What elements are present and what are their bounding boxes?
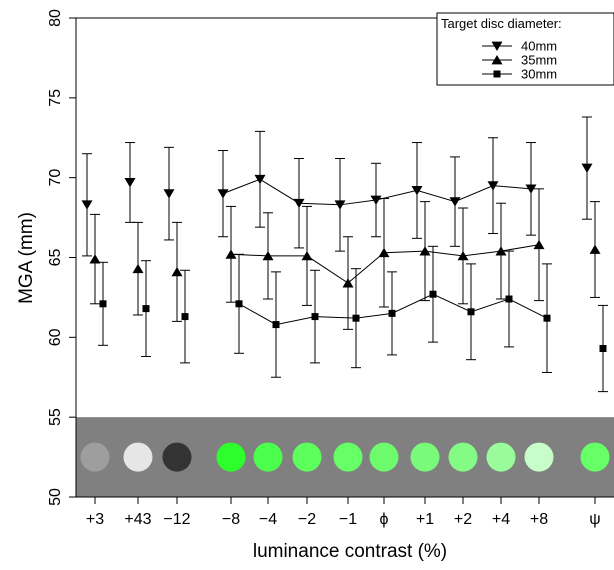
data-point xyxy=(142,305,150,313)
data-point xyxy=(217,189,229,199)
x-tick-label: −12 xyxy=(163,511,190,528)
data-point xyxy=(525,184,537,194)
stimulus-disc xyxy=(410,442,440,472)
data-point xyxy=(342,278,354,288)
data-point xyxy=(449,197,461,207)
data-point xyxy=(99,300,107,308)
data-point xyxy=(429,290,437,298)
data-point xyxy=(163,189,175,199)
x-tick-label: +1 xyxy=(416,511,434,528)
x-tick-label: +3 xyxy=(86,511,104,528)
data-point xyxy=(419,246,431,256)
data-point xyxy=(533,239,545,250)
stimulus-disc xyxy=(123,442,153,472)
data-point xyxy=(467,308,475,316)
data-point xyxy=(293,198,305,209)
y-tick-label: 75 xyxy=(47,89,64,107)
data-series xyxy=(81,116,608,393)
legend-label: 40mm xyxy=(521,39,557,54)
y-tick-label: 70 xyxy=(47,169,64,187)
stimulus-disc xyxy=(80,442,110,472)
x-tick-label: ψ xyxy=(589,511,600,528)
data-point xyxy=(132,263,144,274)
x-tick-label: −8 xyxy=(222,511,240,528)
stimulus-disc xyxy=(253,442,283,472)
data-point xyxy=(543,314,551,322)
legend-box xyxy=(436,12,614,86)
series-30mm xyxy=(98,245,608,393)
data-point xyxy=(352,314,360,322)
data-point xyxy=(81,200,93,210)
y-tick-label: 55 xyxy=(47,408,64,426)
y-tick-label: 65 xyxy=(47,249,64,267)
axes: 50 55 60 65 70 75 80 +3 +43 −12 −8 −4 −2 −1 ϕ +1 +2 +4 +8 ψ xyxy=(47,9,614,528)
x-axis-title: luminance contrast (%) xyxy=(253,541,447,562)
y-tick-label: 80 xyxy=(47,9,64,27)
legend-marker xyxy=(493,70,501,78)
x-tick-label: −4 xyxy=(259,511,277,528)
data-point xyxy=(411,186,423,196)
data-point xyxy=(235,300,243,308)
data-point xyxy=(457,250,469,261)
x-tick-label: ϕ xyxy=(380,511,389,528)
data-point xyxy=(599,345,607,353)
stimulus-band xyxy=(76,417,614,497)
legend-marker xyxy=(491,55,503,65)
stimulus-disc xyxy=(524,442,554,472)
stimulus-disc xyxy=(486,442,516,472)
data-point xyxy=(495,246,507,256)
x-tick-label: +4 xyxy=(492,511,510,528)
x-tick-label: +8 xyxy=(530,511,548,528)
data-point xyxy=(505,295,513,303)
data-point xyxy=(89,254,101,264)
data-point xyxy=(581,163,593,174)
data-point xyxy=(254,174,266,185)
y-tick-label: 50 xyxy=(47,488,64,506)
legend-label: 30mm xyxy=(521,67,557,82)
data-point xyxy=(589,244,601,254)
data-point xyxy=(370,195,382,205)
y-tick-label: 60 xyxy=(47,328,64,346)
stimulus-disc xyxy=(216,442,246,472)
series-40mm xyxy=(81,116,593,257)
data-point xyxy=(388,309,396,317)
x-tick-label: +43 xyxy=(124,511,151,528)
stimulus-disc xyxy=(448,442,478,472)
stimulus-disc xyxy=(333,442,363,472)
stimulus-disc xyxy=(162,442,192,472)
series-35mm xyxy=(89,188,601,330)
x-tick-label: −2 xyxy=(298,511,316,528)
stimulus-disc xyxy=(580,442,610,472)
data-point xyxy=(171,266,183,277)
data-point xyxy=(334,200,346,210)
stimulus-disc xyxy=(292,442,322,472)
x-tick-label: −1 xyxy=(339,511,357,528)
data-point xyxy=(272,321,280,329)
data-point xyxy=(124,178,136,188)
legend-title: Target disc diameter: xyxy=(441,16,562,31)
legend-marker xyxy=(491,41,503,51)
y-axis-title: MGA (mm) xyxy=(16,212,37,304)
x-tick-label: +2 xyxy=(454,511,472,528)
data-point xyxy=(225,249,237,259)
data-point xyxy=(311,313,319,321)
data-point xyxy=(262,250,274,261)
data-point xyxy=(301,250,313,261)
legend-label: 35mm xyxy=(521,53,557,68)
stimulus-disc xyxy=(369,442,399,472)
data-point xyxy=(487,181,499,191)
data-point xyxy=(181,313,189,321)
data-point xyxy=(378,247,390,258)
